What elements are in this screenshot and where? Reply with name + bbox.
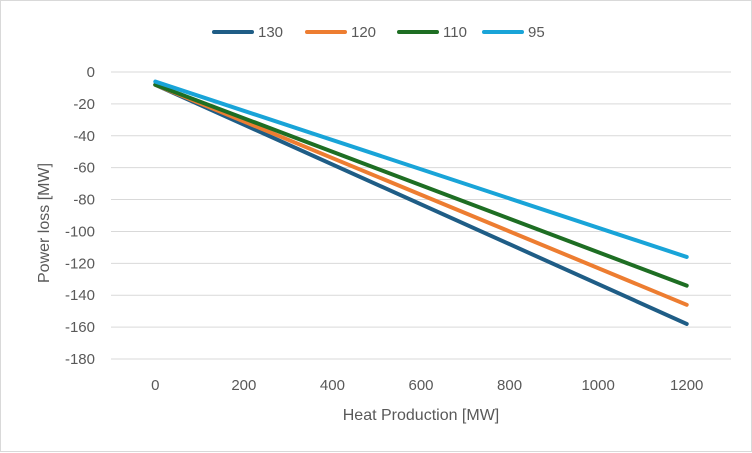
y-axis: 0 -20 -40 -60 -80 -100 -120 -140 -160 -180 [65, 64, 95, 368]
legend: 130 120 110 95 [212, 24, 545, 41]
x-axis: 0 200 400 600 800 1000 1200 [151, 377, 703, 394]
x-tick-label: 1200 [670, 377, 703, 394]
series-line-110 [153, 82, 689, 288]
x-axis-title: Heat Production [MW] [343, 407, 500, 424]
y-tick-label: -140 [65, 287, 95, 304]
gridlines [111, 71, 731, 360]
series-line-120 [153, 82, 689, 307]
y-axis-title: Power loss [MW] [36, 163, 53, 283]
legend-label: 95 [528, 24, 545, 41]
y-tick-label: 0 [87, 64, 95, 81]
x-tick-label: 800 [497, 377, 522, 394]
y-tick-label: -180 [65, 351, 95, 368]
x-tick-label: 600 [408, 377, 433, 394]
y-tick-label: -80 [73, 192, 95, 209]
y-tick-label: -160 [65, 319, 95, 336]
series-group [153, 79, 689, 326]
x-tick-label: 1000 [581, 377, 614, 394]
y-tick-label: -40 [73, 128, 95, 145]
x-tick-label: 400 [320, 377, 345, 394]
x-tick-label: 200 [231, 377, 256, 394]
y-tick-label: -20 [73, 96, 95, 113]
legend-label: 130 [258, 24, 283, 41]
legend-label: 120 [351, 24, 376, 41]
series-line-95 [153, 79, 689, 259]
legend-label: 110 [443, 24, 467, 41]
y-tick-label: -100 [65, 223, 95, 240]
y-tick-label: -120 [65, 255, 95, 272]
y-tick-label: -60 [73, 160, 95, 177]
x-tick-label: 0 [151, 377, 159, 394]
series-line-130 [153, 82, 689, 326]
